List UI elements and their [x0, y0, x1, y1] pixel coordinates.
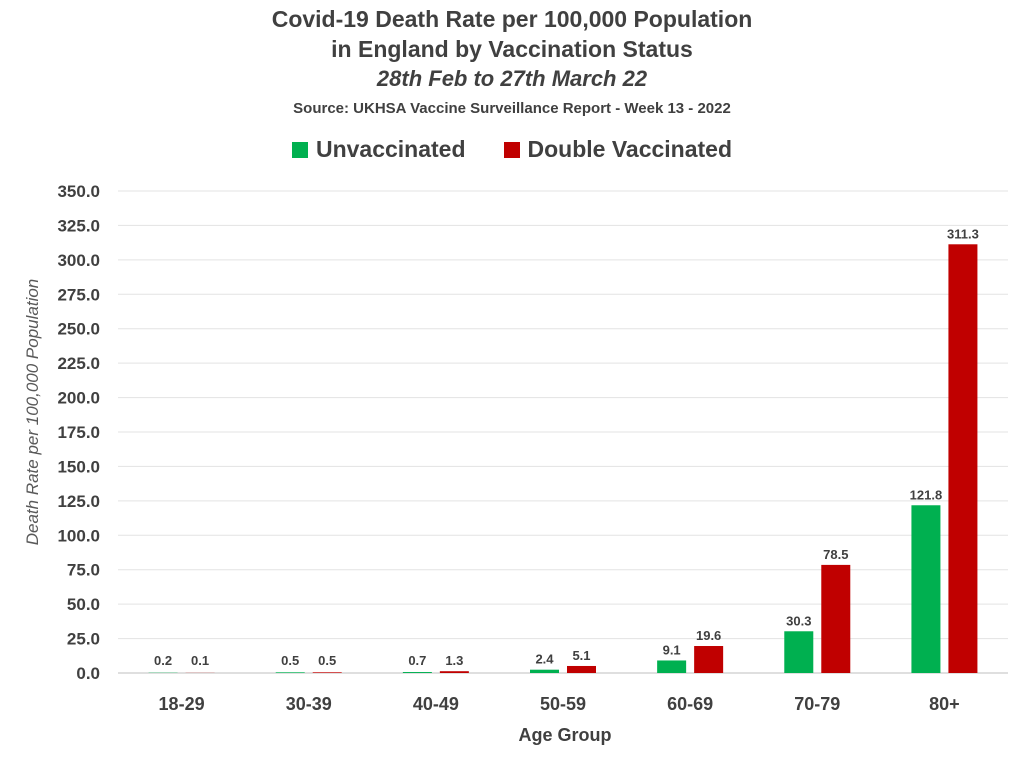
- data-label: 0.5: [318, 653, 336, 668]
- chart-source: Source: UKHSA Vaccine Surveillance Repor…: [293, 100, 731, 117]
- data-label: 30.3: [786, 613, 811, 628]
- y-tick-label: 200.0: [57, 389, 100, 408]
- y-tick-label: 75.0: [67, 561, 100, 580]
- legend-swatch-double-vaccinated: [503, 141, 520, 158]
- data-label: 0.7: [408, 653, 426, 668]
- chart-legend: Unvaccinated Double Vaccinated: [0, 136, 1024, 163]
- bar-unvaccinated: [530, 669, 559, 673]
- x-tick-label: 18-29: [159, 694, 205, 714]
- y-tick-label: 125.0: [57, 492, 100, 511]
- y-tick-label: 50.0: [67, 595, 100, 614]
- chart-title-block: Covid-19 Death Rate per 100,000 Populati…: [0, 4, 1024, 124]
- bar-double-vaccinated: [312, 672, 342, 673]
- bar-unvaccinated: [402, 672, 432, 673]
- x-tick-label: 40-49: [413, 694, 459, 714]
- y-axis-title: Death Rate per 100,000 Population: [23, 279, 42, 546]
- bar-unvaccinated: [275, 672, 305, 673]
- y-tick-label: 25.0: [67, 630, 100, 649]
- data-label: 9.1: [663, 642, 681, 657]
- legend-label-double-vaccinated: Double Vaccinated: [527, 136, 733, 162]
- y-tick-label: 175.0: [57, 423, 100, 442]
- data-label: 0.5: [281, 653, 299, 668]
- legend-swatch-unvaccinated: [291, 141, 308, 158]
- legend-label-unvaccinated: Unvaccinated: [315, 136, 466, 162]
- data-label: 121.8: [910, 487, 943, 502]
- bar-unvaccinated: [657, 660, 687, 673]
- y-tick-label: 300.0: [57, 251, 100, 270]
- bar-unvaccinated: [784, 631, 814, 673]
- data-label: 0.1: [191, 653, 209, 668]
- y-tick-label: 150.0: [57, 457, 100, 476]
- x-tick-label: 60-69: [667, 694, 713, 714]
- y-tick-label: 250.0: [57, 320, 100, 339]
- data-label: 311.3: [947, 226, 979, 241]
- data-label: 1.3: [445, 653, 463, 668]
- chart-title-line2: in England by Vaccination Status: [331, 36, 693, 62]
- x-axis-title: Age Group: [519, 725, 612, 745]
- data-label: 78.5: [823, 547, 848, 562]
- legend-item-unvaccinated: Unvaccinated: [291, 136, 466, 163]
- chart-title-line1: Covid-19 Death Rate per 100,000 Populati…: [271, 6, 753, 32]
- bar-double-vaccinated: [439, 671, 469, 673]
- data-label: 5.1: [572, 648, 590, 663]
- y-tick-label: 225.0: [57, 354, 100, 373]
- x-tick-label: 30-39: [286, 694, 332, 714]
- x-tick-label: 50-59: [540, 694, 586, 714]
- y-tick-label: 100.0: [57, 526, 100, 545]
- x-tick-label: 80+: [929, 694, 960, 714]
- data-label: 0.2: [154, 653, 172, 668]
- bar-double-vaccinated: [948, 244, 978, 674]
- bar-double-vaccinated: [821, 564, 851, 673]
- bar-double-vaccinated: [567, 665, 596, 673]
- bar-unvaccinated: [911, 505, 941, 673]
- y-tick-label: 275.0: [57, 285, 100, 304]
- y-tick-label: 0.0: [76, 664, 100, 683]
- y-tick-label: 350.0: [57, 182, 100, 201]
- legend-item-double-vaccinated: Double Vaccinated: [503, 136, 733, 163]
- x-tick-label: 70-79: [794, 694, 840, 714]
- bar-double-vaccinated: [694, 646, 724, 673]
- y-tick-label: 325.0: [57, 216, 100, 235]
- chart-subtitle: 28th Feb to 27th March 22: [376, 66, 648, 91]
- data-label: 2.4: [535, 652, 554, 667]
- data-label: 19.6: [696, 628, 721, 643]
